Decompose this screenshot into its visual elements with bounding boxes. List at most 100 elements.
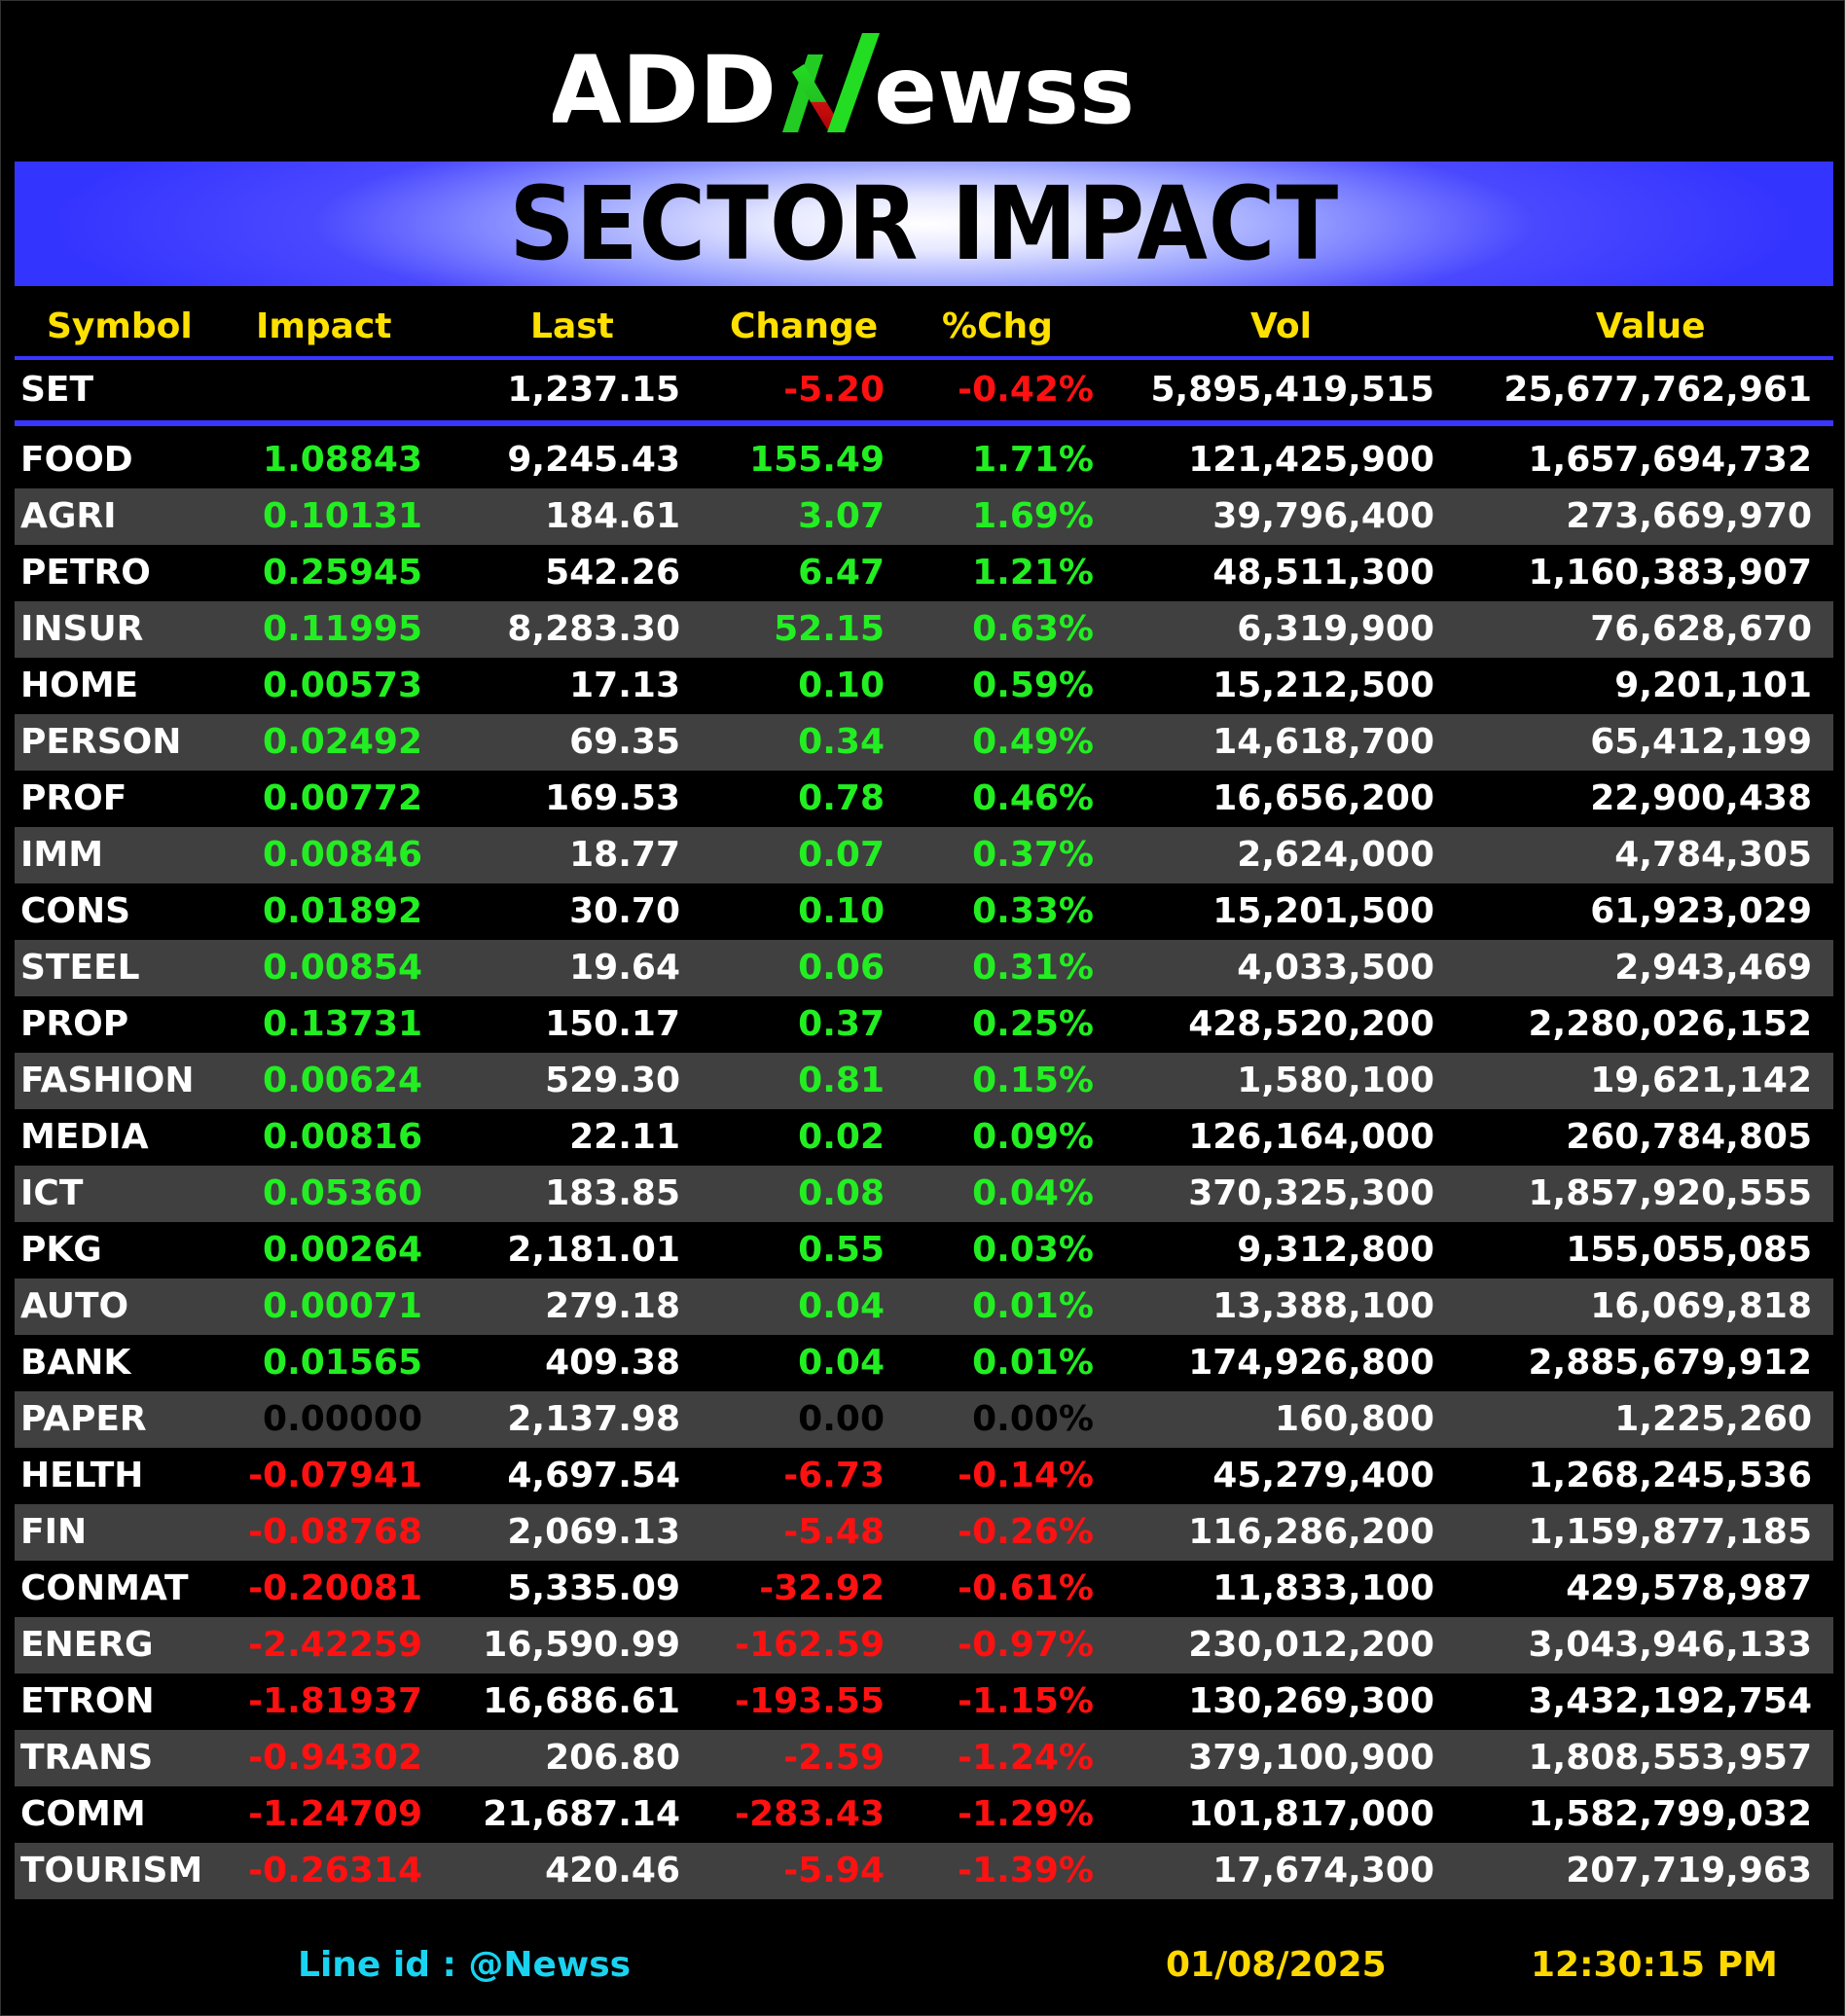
row-impact: 0.00071 (263, 1286, 422, 1326)
row-change: 3.07 (798, 496, 885, 536)
row-pct-change: 0.15% (972, 1061, 1094, 1100)
table-row: PAPER 0.00000 2,137.98 0.00 0.00% 160,800 1,22… (15, 1391, 1833, 1448)
row-impact: 0.02492 (263, 722, 422, 762)
table-row: PROF 0.00772 169.53 0.78 0.46% 16,656,200 22,9… (15, 771, 1833, 827)
row-change: 0.10 (798, 666, 885, 705)
row-value: 16,069,818 (1590, 1286, 1812, 1326)
row-change: 0.02 (798, 1117, 885, 1157)
row-volume: 4,033,500 (1237, 948, 1434, 988)
row-last: 16,590.99 (483, 1625, 680, 1665)
row-change: -283.43 (735, 1794, 885, 1834)
row-impact: 0.13731 (263, 1004, 422, 1044)
row-volume: 48,511,300 (1212, 553, 1434, 593)
row-last: 18.77 (569, 835, 680, 875)
row-change: 0.55 (798, 1230, 885, 1270)
row-value: 19,621,142 (1590, 1061, 1812, 1100)
row-symbol: AGRI (20, 496, 117, 536)
row-impact: 0.05360 (263, 1173, 422, 1213)
row-pct-change: 0.46% (972, 778, 1094, 818)
row-last: 19.64 (569, 948, 680, 988)
row-last: 206.80 (545, 1738, 680, 1778)
row-symbol: HELTH (20, 1456, 144, 1495)
footer-time: 12:30:15 PM (1531, 1945, 1778, 1985)
row-impact: -0.07941 (248, 1456, 422, 1495)
title-banner: SECTOR IMPACT (15, 162, 1833, 286)
row-impact: -0.26314 (248, 1851, 422, 1890)
row-change: -32.92 (759, 1568, 885, 1608)
row-volume: 116,286,200 (1188, 1512, 1434, 1552)
row-value: 1,808,553,957 (1528, 1738, 1812, 1778)
row-impact: 0.00816 (263, 1117, 422, 1157)
row-value: 65,412,199 (1590, 722, 1812, 762)
row-value: 4,784,305 (1614, 835, 1812, 875)
row-symbol: TOURISM (20, 1851, 203, 1890)
set-value: 25,677,762,961 (1503, 370, 1812, 410)
row-volume: 101,817,000 (1188, 1794, 1434, 1834)
sector-rows: FOOD 1.08843 9,245.43 155.49 1.71% 121,425,90… (15, 432, 1833, 1899)
row-value: 76,628,670 (1590, 609, 1812, 649)
row-last: 5,335.09 (507, 1568, 680, 1608)
row-pct-change: -1.29% (958, 1794, 1094, 1834)
row-value: 1,159,877,185 (1528, 1512, 1812, 1552)
row-symbol: CONS (20, 891, 131, 931)
line-id-label: Line id : @Newss (298, 1945, 632, 1985)
row-impact: 0.11995 (263, 609, 422, 649)
table-row: CONMAT -0.20081 5,335.09 -32.92 -0.61% 11,833… (15, 1561, 1833, 1617)
set-symbol: SET (20, 370, 94, 410)
table-header: Symbol Impact Last Change %Chg Vol Value (15, 298, 1833, 360)
table-row: FOOD 1.08843 9,245.43 155.49 1.71% 121,425,90… (15, 432, 1833, 488)
row-symbol: PROF (20, 778, 127, 818)
row-last: 2,181.01 (507, 1230, 680, 1270)
row-last: 22.11 (569, 1117, 680, 1157)
table-row: ENERG -2.42259 16,590.99 -162.59 -0.97% 230,0… (15, 1617, 1833, 1674)
row-change: 0.34 (798, 722, 885, 762)
row-pct-change: 0.04% (972, 1173, 1094, 1213)
row-impact: -2.42259 (248, 1625, 422, 1665)
row-volume: 9,312,800 (1237, 1230, 1434, 1270)
table-row: FIN -0.08768 2,069.13 -5.48 -0.26% 116,286,20… (15, 1504, 1833, 1561)
row-volume: 13,388,100 (1212, 1286, 1434, 1326)
page-title: SECTOR IMPACT (509, 164, 1339, 283)
row-impact: 0.01892 (263, 891, 422, 931)
row-last: 183.85 (545, 1173, 680, 1213)
row-impact: 0.00846 (263, 835, 422, 875)
row-pct-change: -1.39% (958, 1851, 1094, 1890)
row-symbol: COMM (20, 1794, 146, 1834)
set-index-row: SET 1,237.15 -5.20 -0.42% 5,895,419,515 … (15, 360, 1833, 426)
row-pct-change: 1.71% (972, 440, 1094, 480)
logo-text-add: ADD (553, 36, 777, 145)
row-value: 1,857,920,555 (1528, 1173, 1812, 1213)
row-impact: -0.20081 (248, 1568, 422, 1608)
row-last: 542.26 (545, 553, 680, 593)
row-volume: 14,618,700 (1212, 722, 1434, 762)
footer-date: 01/08/2025 (1166, 1945, 1387, 1985)
row-symbol: CONMAT (20, 1568, 189, 1608)
row-pct-change: 0.01% (972, 1286, 1094, 1326)
row-volume: 379,100,900 (1188, 1738, 1434, 1778)
row-impact: 0.00854 (263, 948, 422, 988)
row-value: 1,582,799,032 (1528, 1794, 1812, 1834)
row-last: 169.53 (545, 778, 680, 818)
row-symbol: PKG (20, 1230, 102, 1270)
row-symbol: PAPER (20, 1399, 147, 1439)
row-symbol: FOOD (20, 440, 133, 480)
row-value: 1,225,260 (1614, 1399, 1812, 1439)
row-change: 0.00 (798, 1399, 885, 1439)
row-last: 69.35 (569, 722, 680, 762)
row-value: 3,432,192,754 (1528, 1681, 1812, 1721)
col-header-change: Change (730, 306, 879, 346)
row-last: 16,686.61 (483, 1681, 680, 1721)
row-value: 2,885,679,912 (1528, 1343, 1812, 1383)
col-header-symbol: Symbol (47, 306, 193, 346)
sector-table: Symbol Impact Last Change %Chg Vol Value… (15, 298, 1833, 1899)
col-header-value: Value (1596, 306, 1706, 346)
row-symbol: IMM (20, 835, 104, 875)
set-last: 1,237.15 (507, 370, 680, 410)
col-header-volume: Vol (1250, 306, 1312, 346)
row-last: 2,069.13 (507, 1512, 680, 1552)
row-value: 273,669,970 (1566, 496, 1812, 536)
row-symbol: FIN (20, 1512, 88, 1552)
table-row: IMM 0.00846 18.77 0.07 0.37% 2,624,000 4,784,3… (15, 827, 1833, 883)
row-pct-change: -0.97% (958, 1625, 1094, 1665)
row-change: -5.48 (783, 1512, 885, 1552)
